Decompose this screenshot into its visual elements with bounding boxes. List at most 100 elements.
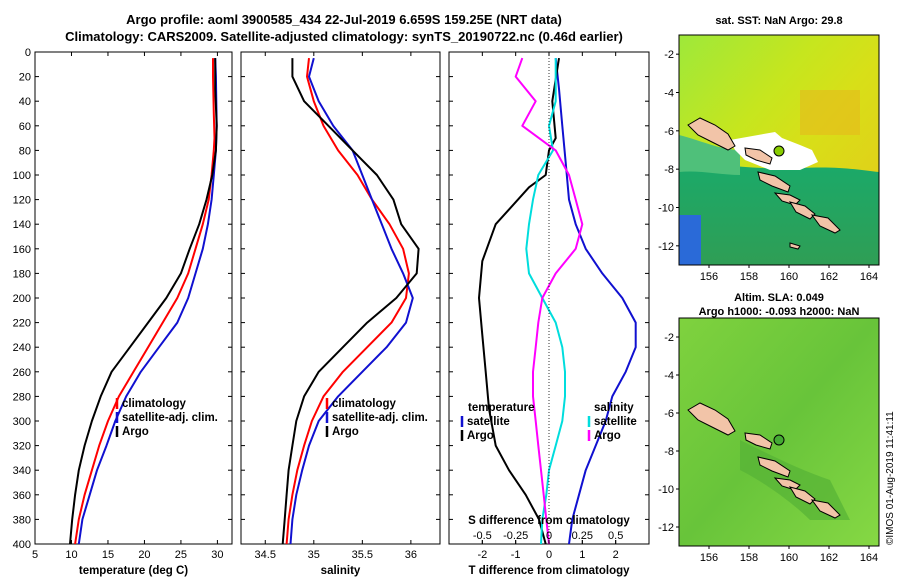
temp-xtick-label: 5 (32, 549, 38, 561)
sla-map-frame (678, 317, 880, 547)
argo-float-marker (773, 145, 785, 157)
sst-mid-region (679, 135, 740, 175)
sst-map-xtick-label: 162 (820, 271, 838, 283)
diff-xtick-label: 2 (613, 549, 619, 561)
sal-legend-label: satellite-adj. clim. (332, 412, 428, 424)
temp-xlabel: temperature (deg C) (79, 565, 188, 577)
sal-xtick-label: 34.5 (255, 549, 276, 561)
sst-map-title: sat. SST: NaN Argo: 29.8 (715, 15, 842, 27)
depth-tick-label: 400 (13, 539, 31, 551)
sst-map: sat. SST: NaN Argo: 29.8 156 158 160 162 164… (658, 15, 880, 283)
sla-map-ytick-label: -2 (664, 332, 674, 344)
sst-patch-orange (800, 90, 860, 135)
sla-map-ytick-label: -4 (664, 370, 674, 382)
sst-map-frame (678, 34, 880, 266)
depth-tick-label: 100 (13, 170, 31, 182)
sal-xtick-label: 36 (405, 549, 417, 561)
depth-tick-label: 360 (13, 490, 31, 502)
temp-legend-label: climatology (122, 398, 187, 410)
s-diff-xtick-label: -0.5 (473, 530, 492, 542)
sla-map-ytick-label: -6 (664, 408, 674, 420)
s-diff-xtick-label: 0 (546, 530, 552, 542)
depth-tick-label: 20 (19, 72, 31, 84)
imos-credit: ©IMOS 01-Aug-2019 11:41:11 (885, 411, 896, 545)
depth-tick-label: 180 (13, 268, 31, 280)
sla-map-xtick-label: 156 (700, 552, 718, 564)
salinity-profile-panel: 34.5 35 35.5 36 salinity climatology satellite… (240, 51, 441, 577)
sst-cool-region (679, 160, 879, 265)
argo-float-marker-2 (773, 434, 785, 446)
temp-climatology-line (74, 58, 216, 544)
depth-tick-label: 0 (25, 47, 31, 59)
diff-t-satellite-line (554, 57, 637, 544)
diff-series-group (478, 57, 637, 544)
salinity-legend-label: satellite (594, 416, 637, 428)
sst-map-ytick-label: -12 (658, 241, 674, 253)
diff-t-argo-line (478, 57, 560, 544)
sal-xlabel: salinity (321, 565, 361, 577)
depth-tick-label: 140 (13, 219, 31, 231)
temp-argo-line (69, 58, 218, 544)
diff-xtick-label: 1 (579, 549, 585, 561)
s-difference-axis-label: S difference from climatology (468, 515, 630, 527)
diff-s-argo-line (514, 57, 584, 544)
figure-title-line2: Climatology: CARS2009. Satellite-adjuste… (65, 29, 623, 44)
sla-map-xtick-label: 164 (860, 552, 878, 564)
s-diff-xtick-label: 0.5 (608, 530, 623, 542)
sla-map: Altim. SLA: 0.049 Argo h1000: -0.093 h20… (658, 292, 880, 564)
solomon-islands-land-2 (687, 402, 841, 519)
s-diff-xtick-label: -0.25 (503, 530, 528, 542)
figure-title-line1: Argo profile: aoml 3900585_434 22-Jul-20… (126, 12, 562, 27)
temperature-profile-panel: 0 20 40 60 80 100 120 140 160 180 200 220 240 260 280 3… (13, 47, 233, 577)
sla-map-xtick-label: 158 (740, 552, 758, 564)
temp-legend-label: Argo (122, 426, 149, 438)
sst-map-ytick-label: -10 (658, 203, 674, 215)
diff-xtick-label: -2 (477, 549, 487, 561)
sla-map-title-line1: Altim. SLA: 0.049 (734, 292, 824, 304)
depth-tick-label: 120 (13, 195, 31, 207)
solomon-islands-land (687, 117, 841, 250)
depth-tick-label: 160 (13, 244, 31, 256)
temp-xtick-label: 20 (138, 549, 150, 561)
sst-deep-region (679, 215, 701, 265)
temp-satellite-adj-clim-line (77, 58, 218, 544)
temperature-legend-label: satellite (467, 416, 510, 428)
sla-map-xtick-label: 160 (780, 552, 798, 564)
sal-satellite-adj-clim-line (289, 57, 414, 544)
sla-map-xtick-label: 162 (820, 552, 838, 564)
temp-xtick-label: 30 (211, 549, 223, 561)
temp-xtick-label: 10 (65, 549, 77, 561)
sst-map-xtick-label: 164 (860, 271, 878, 283)
depth-tick-label: 380 (13, 514, 31, 526)
sla-map-title-line2: Argo h1000: -0.093 h2000: NaN (699, 306, 860, 318)
sst-map-xtick-label: 158 (740, 271, 758, 283)
sst-map-ytick-label: -2 (664, 49, 674, 61)
sal-legend-label: Argo (332, 426, 359, 438)
depth-tick-label: 260 (13, 367, 31, 379)
depth-tick-label: 60 (19, 121, 31, 133)
sal-series-group (281, 57, 420, 544)
diff-xlabel: T difference from climatology (468, 565, 630, 577)
temp-panel-frame (34, 51, 233, 545)
depth-tick-label: 280 (13, 391, 31, 403)
depth-tick-label: 80 (19, 145, 31, 157)
temperature-legend-label: Argo (467, 430, 494, 442)
depth-tick-label: 220 (13, 318, 31, 330)
sst-map-ytick-label: -4 (664, 88, 674, 100)
diff-xtick-label: -1 (511, 549, 521, 561)
sal-xtick-label: 35 (308, 549, 320, 561)
sal-climatology-line (285, 57, 410, 544)
temp-xtick-label: 15 (102, 549, 114, 561)
temp-legend-label: satellite-adj. clim. (122, 412, 218, 424)
sal-argo-line (281, 58, 420, 544)
depth-tick-label: 300 (13, 416, 31, 428)
depth-tick-label: 340 (13, 465, 31, 477)
depth-tick-label: 320 (13, 441, 31, 453)
salinity-legend-heading: salinity (594, 402, 634, 414)
salinity-legend-label: Argo (594, 430, 621, 442)
sst-map-ytick-label: -8 (664, 164, 674, 176)
sal-xtick-label: 35.5 (352, 549, 373, 561)
sst-map-ytick-label: -6 (664, 126, 674, 138)
sst-map-xtick-label: 160 (780, 271, 798, 283)
